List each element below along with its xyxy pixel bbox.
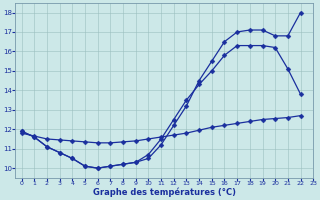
X-axis label: Graphe des températures (°C): Graphe des températures (°C) [93,188,236,197]
